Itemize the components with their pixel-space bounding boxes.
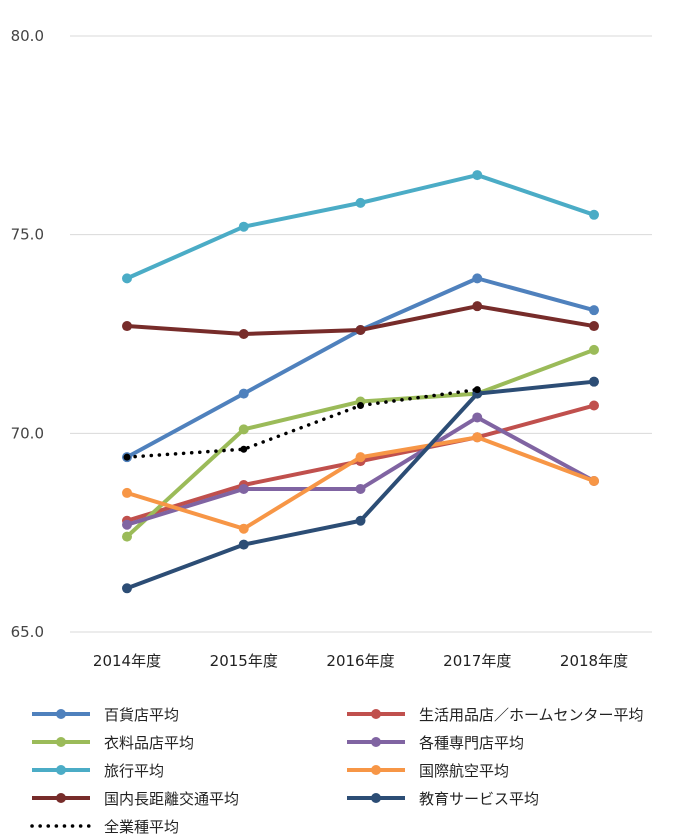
legend-swatch — [32, 793, 90, 803]
legend-item: 全業種平均 — [30, 814, 179, 838]
data-point — [355, 483, 366, 494]
legend-item: 各種専門店平均 — [345, 730, 524, 754]
y-axis-tick-labels: 65.0 70.0 75.0 80.0 — [11, 27, 44, 641]
legend-swatch — [347, 793, 405, 803]
data-point — [240, 445, 248, 453]
data-point — [238, 221, 249, 232]
series-lines — [122, 170, 599, 594]
legend-label: 衣料品店平均 — [104, 733, 195, 752]
data-point — [122, 583, 132, 594]
data-point — [357, 402, 364, 410]
x-axis-tick-labels: 2014年度 2015年度 2016年度 2017年度 2018年度 — [93, 652, 628, 670]
legend-swatch — [347, 765, 405, 775]
legend-label: 国内長距離交通平均 — [104, 789, 240, 808]
data-point — [472, 170, 483, 181]
data-point — [238, 424, 249, 435]
series-line — [126, 435, 595, 531]
data-point — [589, 305, 599, 316]
data-point — [472, 412, 483, 423]
legend-label: 教育サービス平均 — [419, 789, 540, 808]
legend-item: 百貨店平均 — [30, 702, 179, 726]
data-point — [355, 197, 366, 208]
data-point — [123, 453, 131, 461]
series-3 — [122, 412, 599, 530]
data-point — [122, 321, 132, 332]
y-tick-label: 75.0 — [11, 226, 44, 244]
legend-label: 百貨店平均 — [104, 705, 180, 724]
x-tick-label: 2017年度 — [443, 652, 511, 670]
data-point — [589, 476, 599, 487]
legend-swatch — [347, 737, 405, 747]
legend-item: 衣料品店平均 — [30, 730, 194, 754]
legend-item: 教育サービス平均 — [345, 786, 539, 810]
legend: 百貨店平均 生活用品店／ホームセンター平均衣料品店平均 各種専門店平均旅行平均 国際航… — [0, 700, 685, 840]
data-point — [238, 329, 249, 339]
data-point — [472, 301, 483, 312]
legend-swatch — [32, 737, 90, 747]
y-tick-label: 65.0 — [11, 623, 44, 641]
legend-item: 生活用品店／ホームセンター平均 — [345, 702, 644, 726]
series-5 — [122, 432, 599, 534]
data-point — [589, 376, 599, 387]
data-point — [589, 400, 599, 411]
legend-swatch — [32, 765, 90, 775]
data-point — [472, 273, 483, 284]
series-line — [125, 387, 479, 459]
data-point — [589, 321, 599, 332]
data-point — [238, 483, 249, 494]
legend-item: 旅行平均 — [30, 758, 164, 782]
data-point — [355, 325, 366, 336]
data-point — [238, 388, 249, 399]
legend-swatch — [32, 709, 90, 719]
series-8 — [123, 386, 481, 461]
legend-label: 国際航空平均 — [419, 761, 510, 780]
data-point — [473, 386, 481, 394]
series-0 — [122, 273, 599, 463]
y-tick-label: 80.0 — [11, 27, 44, 45]
data-point — [589, 209, 599, 220]
x-tick-label: 2018年度 — [560, 652, 628, 670]
data-point — [122, 519, 132, 530]
y-tick-label: 70.0 — [11, 424, 44, 442]
data-point — [122, 487, 132, 498]
x-tick-label: 2014年度 — [93, 652, 161, 670]
series-4 — [122, 170, 599, 284]
legend-label: 各種専門店平均 — [419, 733, 525, 752]
legend-swatch — [30, 824, 92, 828]
data-point — [238, 539, 249, 550]
data-point — [355, 515, 366, 526]
series-6 — [122, 301, 599, 339]
data-point — [355, 452, 366, 463]
data-point — [589, 344, 599, 355]
data-point — [122, 531, 132, 542]
legend-label: 全業種平均 — [104, 817, 180, 836]
series-line — [126, 276, 595, 459]
x-tick-label: 2016年度 — [326, 652, 394, 670]
legend-item: 国際航空平均 — [345, 758, 509, 782]
line-chart: 65.0 70.0 75.0 80.0 2014年度 2015年度 2016年度 2017年… — [11, 27, 652, 670]
data-point — [122, 273, 132, 284]
x-tick-label: 2015年度 — [210, 652, 278, 670]
legend-label: 旅行平均 — [104, 761, 165, 780]
data-point — [238, 523, 249, 534]
legend-item: 国内長距離交通平均 — [30, 786, 239, 810]
series-line — [126, 173, 595, 281]
legend-label: 生活用品店／ホームセンター平均 — [419, 705, 644, 724]
data-point — [472, 432, 483, 443]
legend-swatch — [347, 709, 405, 719]
